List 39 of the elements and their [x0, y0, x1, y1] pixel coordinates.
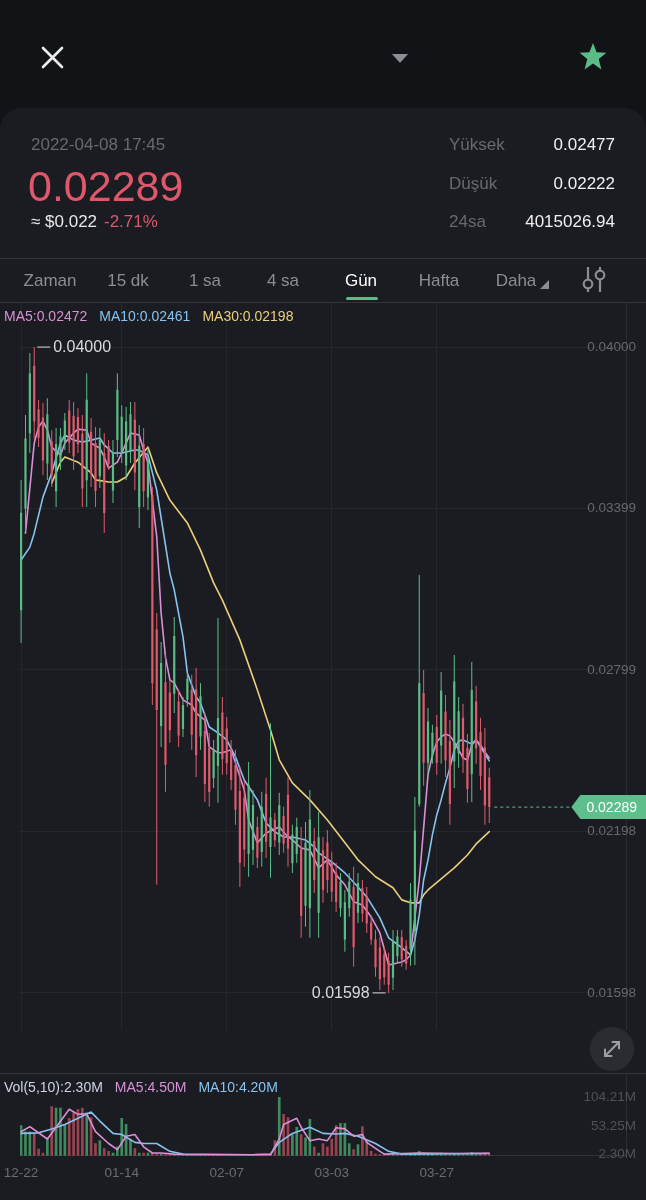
text: Yüksek: [449, 135, 505, 155]
y-tick-label: 104.21M: [583, 1089, 636, 1105]
text: 0.02477: [553, 135, 615, 155]
y-tick-label: 53.25M: [590, 1117, 636, 1133]
text: Düşük: [449, 174, 498, 194]
text: 24sa: [449, 212, 486, 232]
y-tick-label: 0.01598: [587, 984, 636, 1000]
text: MA5:0.02472: [4, 307, 88, 324]
y-tick-label: 2.30M: [598, 1146, 636, 1162]
ref-line-label: 0.02289: [586, 798, 638, 815]
text: MA5:4.50M: [114, 1078, 187, 1095]
x-tick-label: 03-03: [314, 1164, 350, 1180]
annotation: 0.04000: [53, 338, 112, 356]
text: 0.02222: [553, 174, 615, 194]
x-tick-label: 02-07: [209, 1164, 245, 1180]
y-tick-label: 0.04000: [587, 338, 636, 354]
text: MA10:4.20M: [198, 1078, 278, 1095]
text: ≈ $0.022: [31, 212, 98, 232]
x-tick-label: 01-14: [104, 1164, 140, 1180]
text: MA30:0.02198: [202, 307, 294, 324]
text: Gün: [344, 271, 378, 291]
text: 0.02289: [28, 161, 184, 212]
text: Daha: [495, 271, 537, 291]
text: MA10:0.02461: [99, 307, 191, 324]
text: 15 dk: [107, 271, 149, 291]
y-tick-label: 0.02198: [587, 823, 636, 839]
text: Zaman: [23, 271, 77, 291]
series-label: Vol(5,10):2.30M: [4, 1078, 103, 1095]
y-tick-label: 0.02799: [587, 661, 636, 677]
annotation: 0.01598: [311, 984, 370, 1002]
y-tick-label: 0.03399: [587, 500, 636, 516]
text: 4 sa: [266, 271, 300, 291]
text: 2022-04-08 17:45: [31, 135, 166, 155]
text: 4015026.94: [525, 212, 615, 232]
text: Hafta: [418, 271, 460, 291]
x-tick-label: 03-27: [419, 1164, 455, 1180]
x-tick-label: 12-22: [3, 1164, 39, 1180]
text: -2.71%: [104, 212, 158, 232]
text: 1 sa: [188, 271, 222, 291]
